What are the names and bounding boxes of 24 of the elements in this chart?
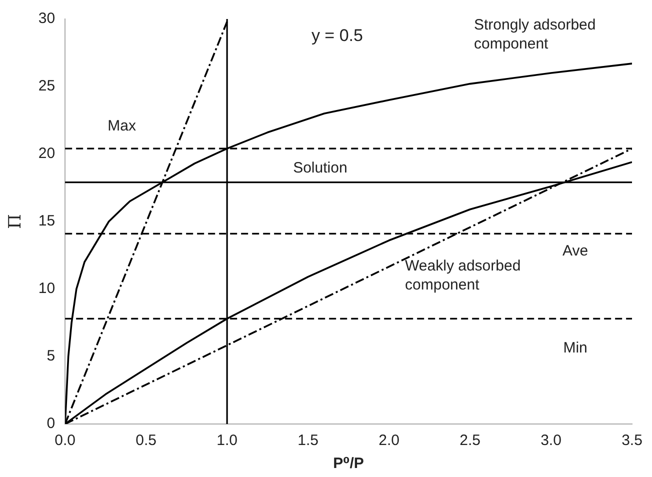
y-tick-label: 15 (38, 212, 56, 230)
y-tick-label: 5 (46, 348, 56, 365)
y-tick-label: 20 (38, 145, 56, 162)
ref-line-label: Ave (562, 242, 588, 260)
y-axis-title: Π (6, 214, 26, 229)
y-tick-label: 30 (38, 10, 56, 28)
x-tick-label: 2.5 (460, 432, 480, 450)
y-tick-label: 10 (38, 280, 56, 298)
x-tick-label: 0.0 (54, 432, 76, 450)
x-tick-label: 1.5 (298, 432, 318, 450)
x-tick-label: 3.5 (622, 432, 642, 450)
x-tick-label: 0.5 (136, 432, 156, 450)
y-tick-label: 25 (38, 78, 56, 95)
ref-line-label: Min (563, 340, 588, 357)
y-tick-label: 0 (46, 415, 56, 432)
series-label: Strongly adsorbed component (474, 16, 596, 53)
x-axis-title: P⁰/P (333, 455, 364, 472)
ref-line-label: Solution (293, 159, 348, 176)
ref-line-label: Max (108, 118, 136, 135)
annotation: y = 0.5 (311, 26, 363, 45)
x-tick-label: 3.0 (540, 432, 562, 450)
x-tick-label: 2.0 (378, 432, 400, 450)
series-label: Weakly adsorbed component (405, 257, 521, 294)
x-tick-label: 1.0 (216, 432, 238, 450)
